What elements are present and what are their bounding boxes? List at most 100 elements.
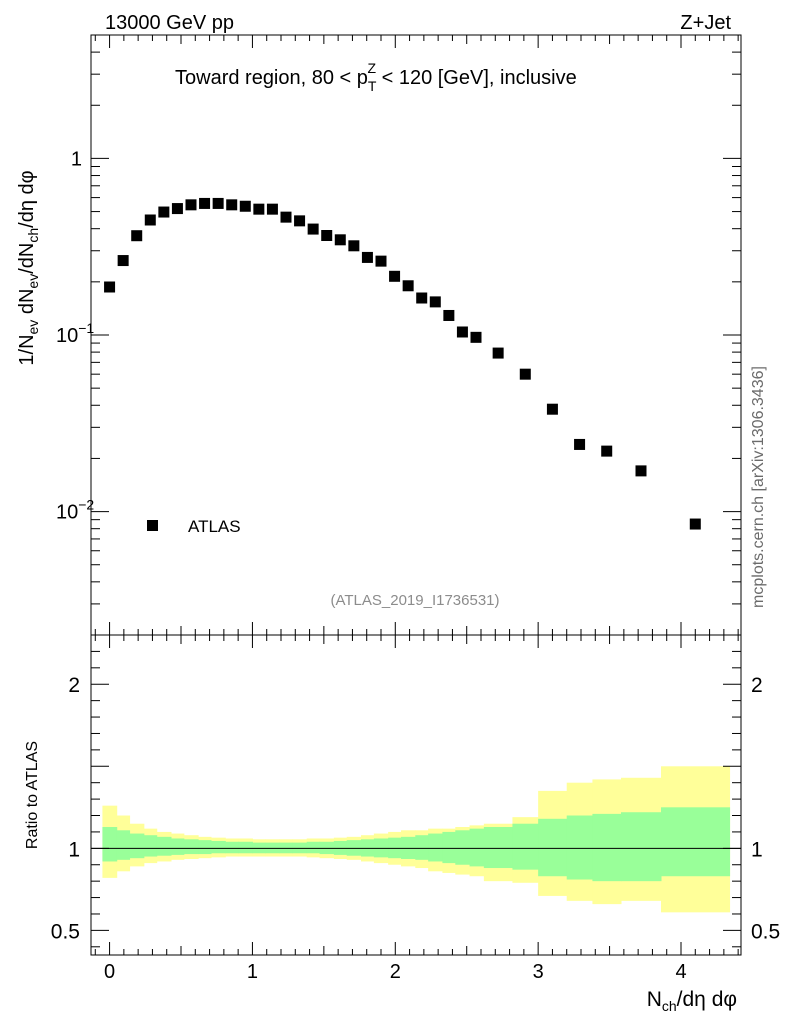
data-point	[104, 281, 116, 293]
inner-band-bin	[225, 841, 239, 854]
y-tick-label-base: 10	[56, 325, 78, 347]
main-panel: 110−110−2 Toward region, 80 < pTZ < 120 …	[16, 34, 742, 636]
data-point	[416, 292, 428, 304]
data-point	[519, 368, 531, 380]
data-point	[185, 199, 197, 211]
inner-band-bin	[116, 830, 131, 860]
data-point	[443, 309, 455, 321]
y-axis-label-part: ev	[25, 274, 41, 289]
data-point	[402, 280, 414, 292]
data-point	[546, 403, 558, 415]
plot-title-pre: Toward region, 80 < p	[175, 67, 368, 89]
y-tick-label: 1	[71, 148, 82, 170]
data-point	[492, 347, 504, 359]
inner-band-bin	[211, 840, 226, 854]
inner-band-bin	[442, 831, 456, 864]
x-axis-label-part: ch	[662, 998, 677, 1014]
ratio-y-axis-label: Ratio to ATLAS	[24, 741, 41, 849]
y-axis-label-part: ev	[25, 320, 41, 335]
x-tick-label: 0	[104, 961, 115, 983]
main-ticks	[91, 34, 741, 636]
data-point	[348, 240, 360, 252]
data-point	[321, 230, 333, 242]
inner-band-bin	[238, 841, 253, 854]
x-tick-label: 4	[675, 961, 686, 983]
inner-band-bin	[621, 812, 662, 882]
data-point	[226, 199, 238, 211]
y-axis-label-part: /dη dφ	[16, 170, 38, 227]
data-point	[239, 200, 251, 212]
energy-label: 13000 GeV pp	[105, 12, 234, 34]
inner-band-bin	[455, 830, 471, 865]
ratio-ticks	[91, 635, 741, 955]
data-point	[280, 211, 292, 223]
y-tick-label: 10−1	[56, 320, 94, 347]
data-point	[144, 214, 156, 226]
data-point	[635, 465, 647, 477]
y-tick-label-exponent: −2	[78, 497, 94, 513]
plot-title-sup: Z	[367, 60, 376, 76]
data-points	[104, 197, 701, 530]
side-label: mcplots.cern.ch [arXiv:1306.3436]	[750, 366, 767, 608]
ratio-y-tick-label-left: 1	[68, 838, 80, 861]
ratio-y-tick-label-right: 1	[751, 838, 763, 861]
inner-band-bin	[129, 833, 145, 859]
main-y-tick-labels: 110−110−2	[56, 148, 94, 523]
inner-band-bin	[415, 835, 429, 860]
inner-band-bin	[102, 827, 118, 862]
y-axis-label-part: 1/N	[16, 334, 38, 365]
x-tick-labels: 0 1 2 3 4	[104, 961, 687, 983]
ratio-y-tick-label-right: 2	[751, 674, 763, 697]
data-point	[253, 203, 265, 215]
data-point	[456, 326, 468, 338]
inner-band-bin	[592, 813, 622, 882]
main-frame	[90, 34, 742, 636]
process-label: Z+Jet	[680, 12, 731, 34]
x-axis-label-part: /dη dφ	[677, 988, 737, 1011]
ratio-bands	[102, 766, 731, 913]
inner-band-bin	[512, 823, 539, 870]
x-tick-label: 2	[390, 961, 401, 983]
ratio-y-tick-label-right: 0.5	[751, 920, 780, 943]
data-point	[131, 230, 143, 242]
data-point	[389, 270, 401, 282]
y-tick-label-base: 1	[71, 148, 82, 170]
data-point	[117, 255, 129, 267]
data-point	[334, 234, 346, 246]
x-axis-label: Nch/dη dφ	[647, 988, 737, 1014]
data-point	[294, 215, 306, 227]
data-point	[307, 223, 319, 235]
inner-band-bin	[469, 828, 485, 867]
ratio-y-tick-label-left: 2	[68, 674, 80, 697]
data-point	[429, 296, 441, 308]
data-point	[574, 438, 586, 450]
inner-band-bin	[156, 836, 172, 856]
data-point	[470, 331, 482, 343]
inner-band-bin	[566, 815, 593, 880]
inner-band-bin	[183, 839, 199, 855]
ratio-y-tick-labels: 0.5 0.5 1 1 2 2	[51, 674, 780, 943]
inner-band-bin	[198, 840, 212, 855]
ratio-frame	[90, 634, 742, 956]
legend-label-atlas: ATLAS	[188, 517, 241, 536]
x-tick-label: 1	[247, 961, 258, 983]
y-tick-label-exponent: −1	[78, 320, 94, 336]
plot-title-post: < 120 [GeV], inclusive	[376, 67, 577, 89]
plot-title: Toward region, 80 < pTZ < 120 [GeV], inc…	[175, 60, 577, 94]
data-point	[689, 518, 701, 530]
analysis-id: (ATLAS_2019_I1736531)	[330, 592, 499, 609]
legend-marker-atlas	[147, 520, 158, 531]
inner-band-bin	[143, 835, 158, 857]
y-axis-label-part: ch	[25, 228, 41, 243]
inner-band-bin	[538, 818, 568, 877]
y-tick-label: 10−2	[56, 497, 94, 524]
data-point	[361, 251, 373, 263]
y-tick-label-base: 10	[56, 502, 78, 524]
data-point	[601, 445, 613, 457]
inner-band-bin	[171, 838, 185, 855]
inner-band-bin	[483, 827, 513, 869]
plot-title-sub: T	[368, 78, 377, 94]
data-point	[212, 197, 224, 209]
ratio-panel: 0.5 0.5 1 1 2 2 0 1 2 3 4 Ratio to ATLAS Nch/dη d…	[24, 634, 780, 1014]
